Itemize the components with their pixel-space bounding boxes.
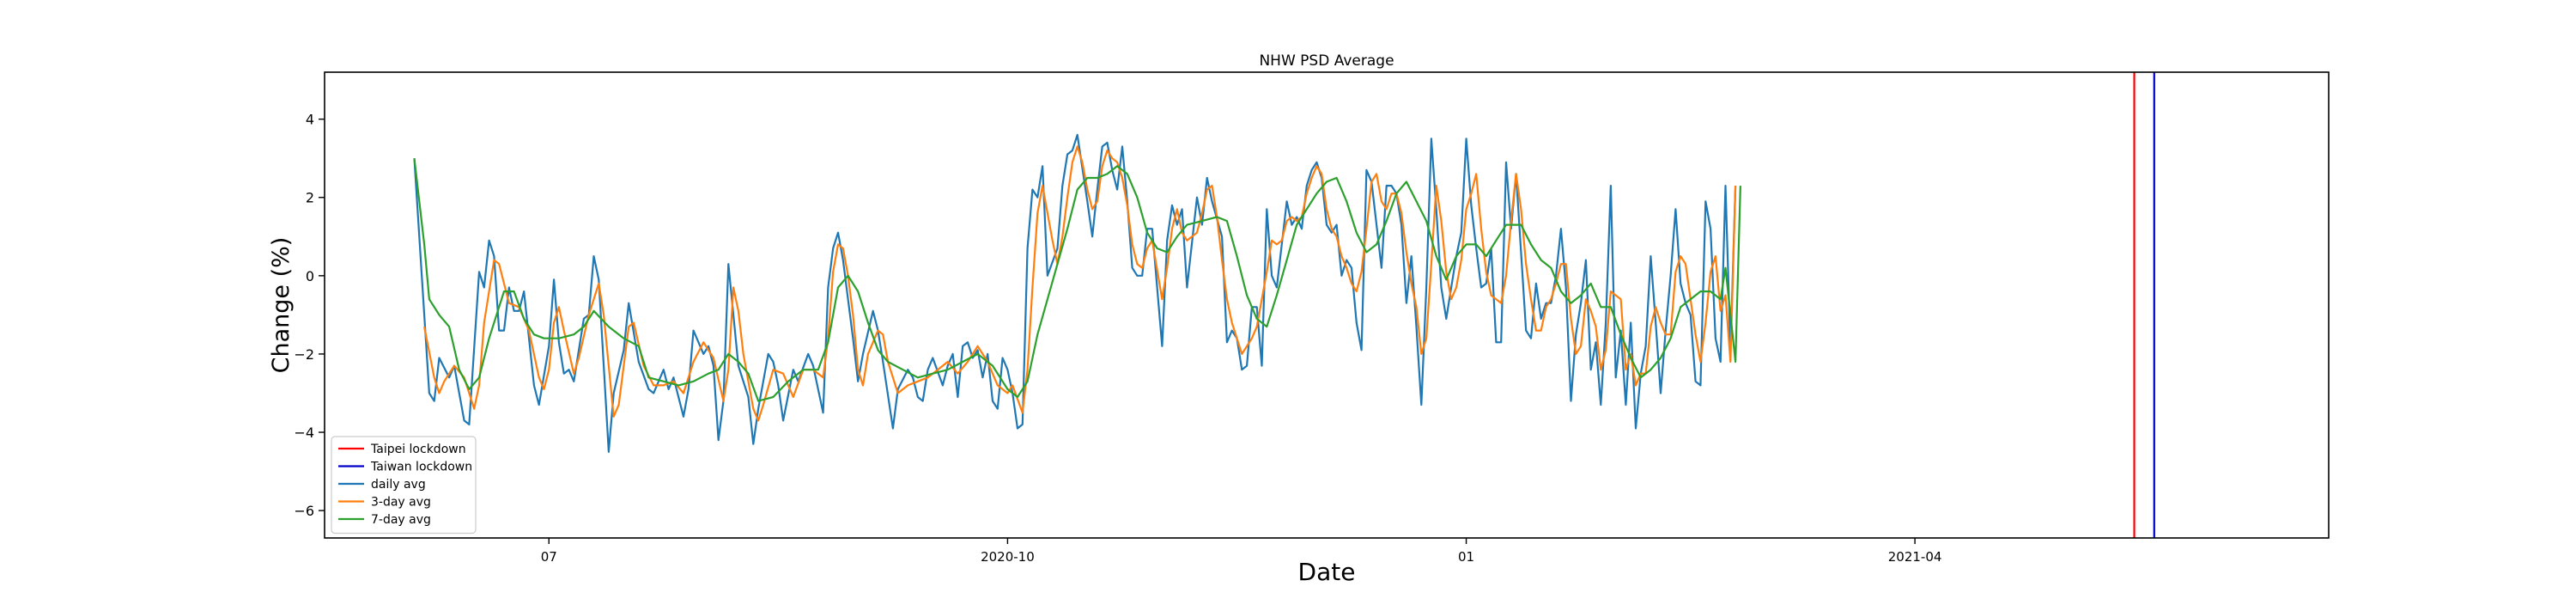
legend-label-2: daily avg [371, 478, 426, 492]
chart-title: NHW PSD Average [1259, 52, 1394, 70]
y-tick-label-2: −2 [294, 346, 314, 363]
series-line-2 [413, 158, 1741, 402]
x-tick-label-3: 2021-04 [1888, 549, 1942, 565]
y-tick-label-3: 0 [306, 268, 314, 284]
vline-layer [2133, 72, 2155, 538]
series-line-1 [423, 145, 1737, 422]
y-axis-label: Change (%) [268, 237, 295, 374]
series-line-0 [413, 133, 1737, 453]
x-axis: 07 2020-10 01 2021-04 [541, 538, 1942, 565]
legend: Taipei lockdown Taiwan lockdown daily avg 3… [331, 436, 477, 535]
y-tick-label-1: −4 [294, 425, 314, 441]
x-tick-label-1: 2020-10 [981, 549, 1035, 565]
legend-label-1: Taiwan lockdown [370, 461, 472, 474]
x-tick-label-2: 01 [1458, 549, 1474, 565]
y-axis: −6 −4 −2 0 2 4 [294, 112, 325, 519]
legend-label-0: Taipei lockdown [370, 443, 466, 456]
legend-label-4: 7-day avg [371, 513, 431, 527]
series-layer [413, 133, 1741, 453]
y-tick-label-0: −6 [294, 503, 314, 519]
x-axis-label: Date [1298, 558, 1356, 586]
legend-label-3: 3-day avg [371, 496, 431, 510]
legend-box [331, 436, 477, 535]
x-tick-label-0: 07 [541, 549, 557, 565]
y-tick-label-4: 2 [306, 190, 314, 206]
plot-frame [324, 71, 2330, 539]
y-tick-label-5: 4 [306, 112, 314, 128]
